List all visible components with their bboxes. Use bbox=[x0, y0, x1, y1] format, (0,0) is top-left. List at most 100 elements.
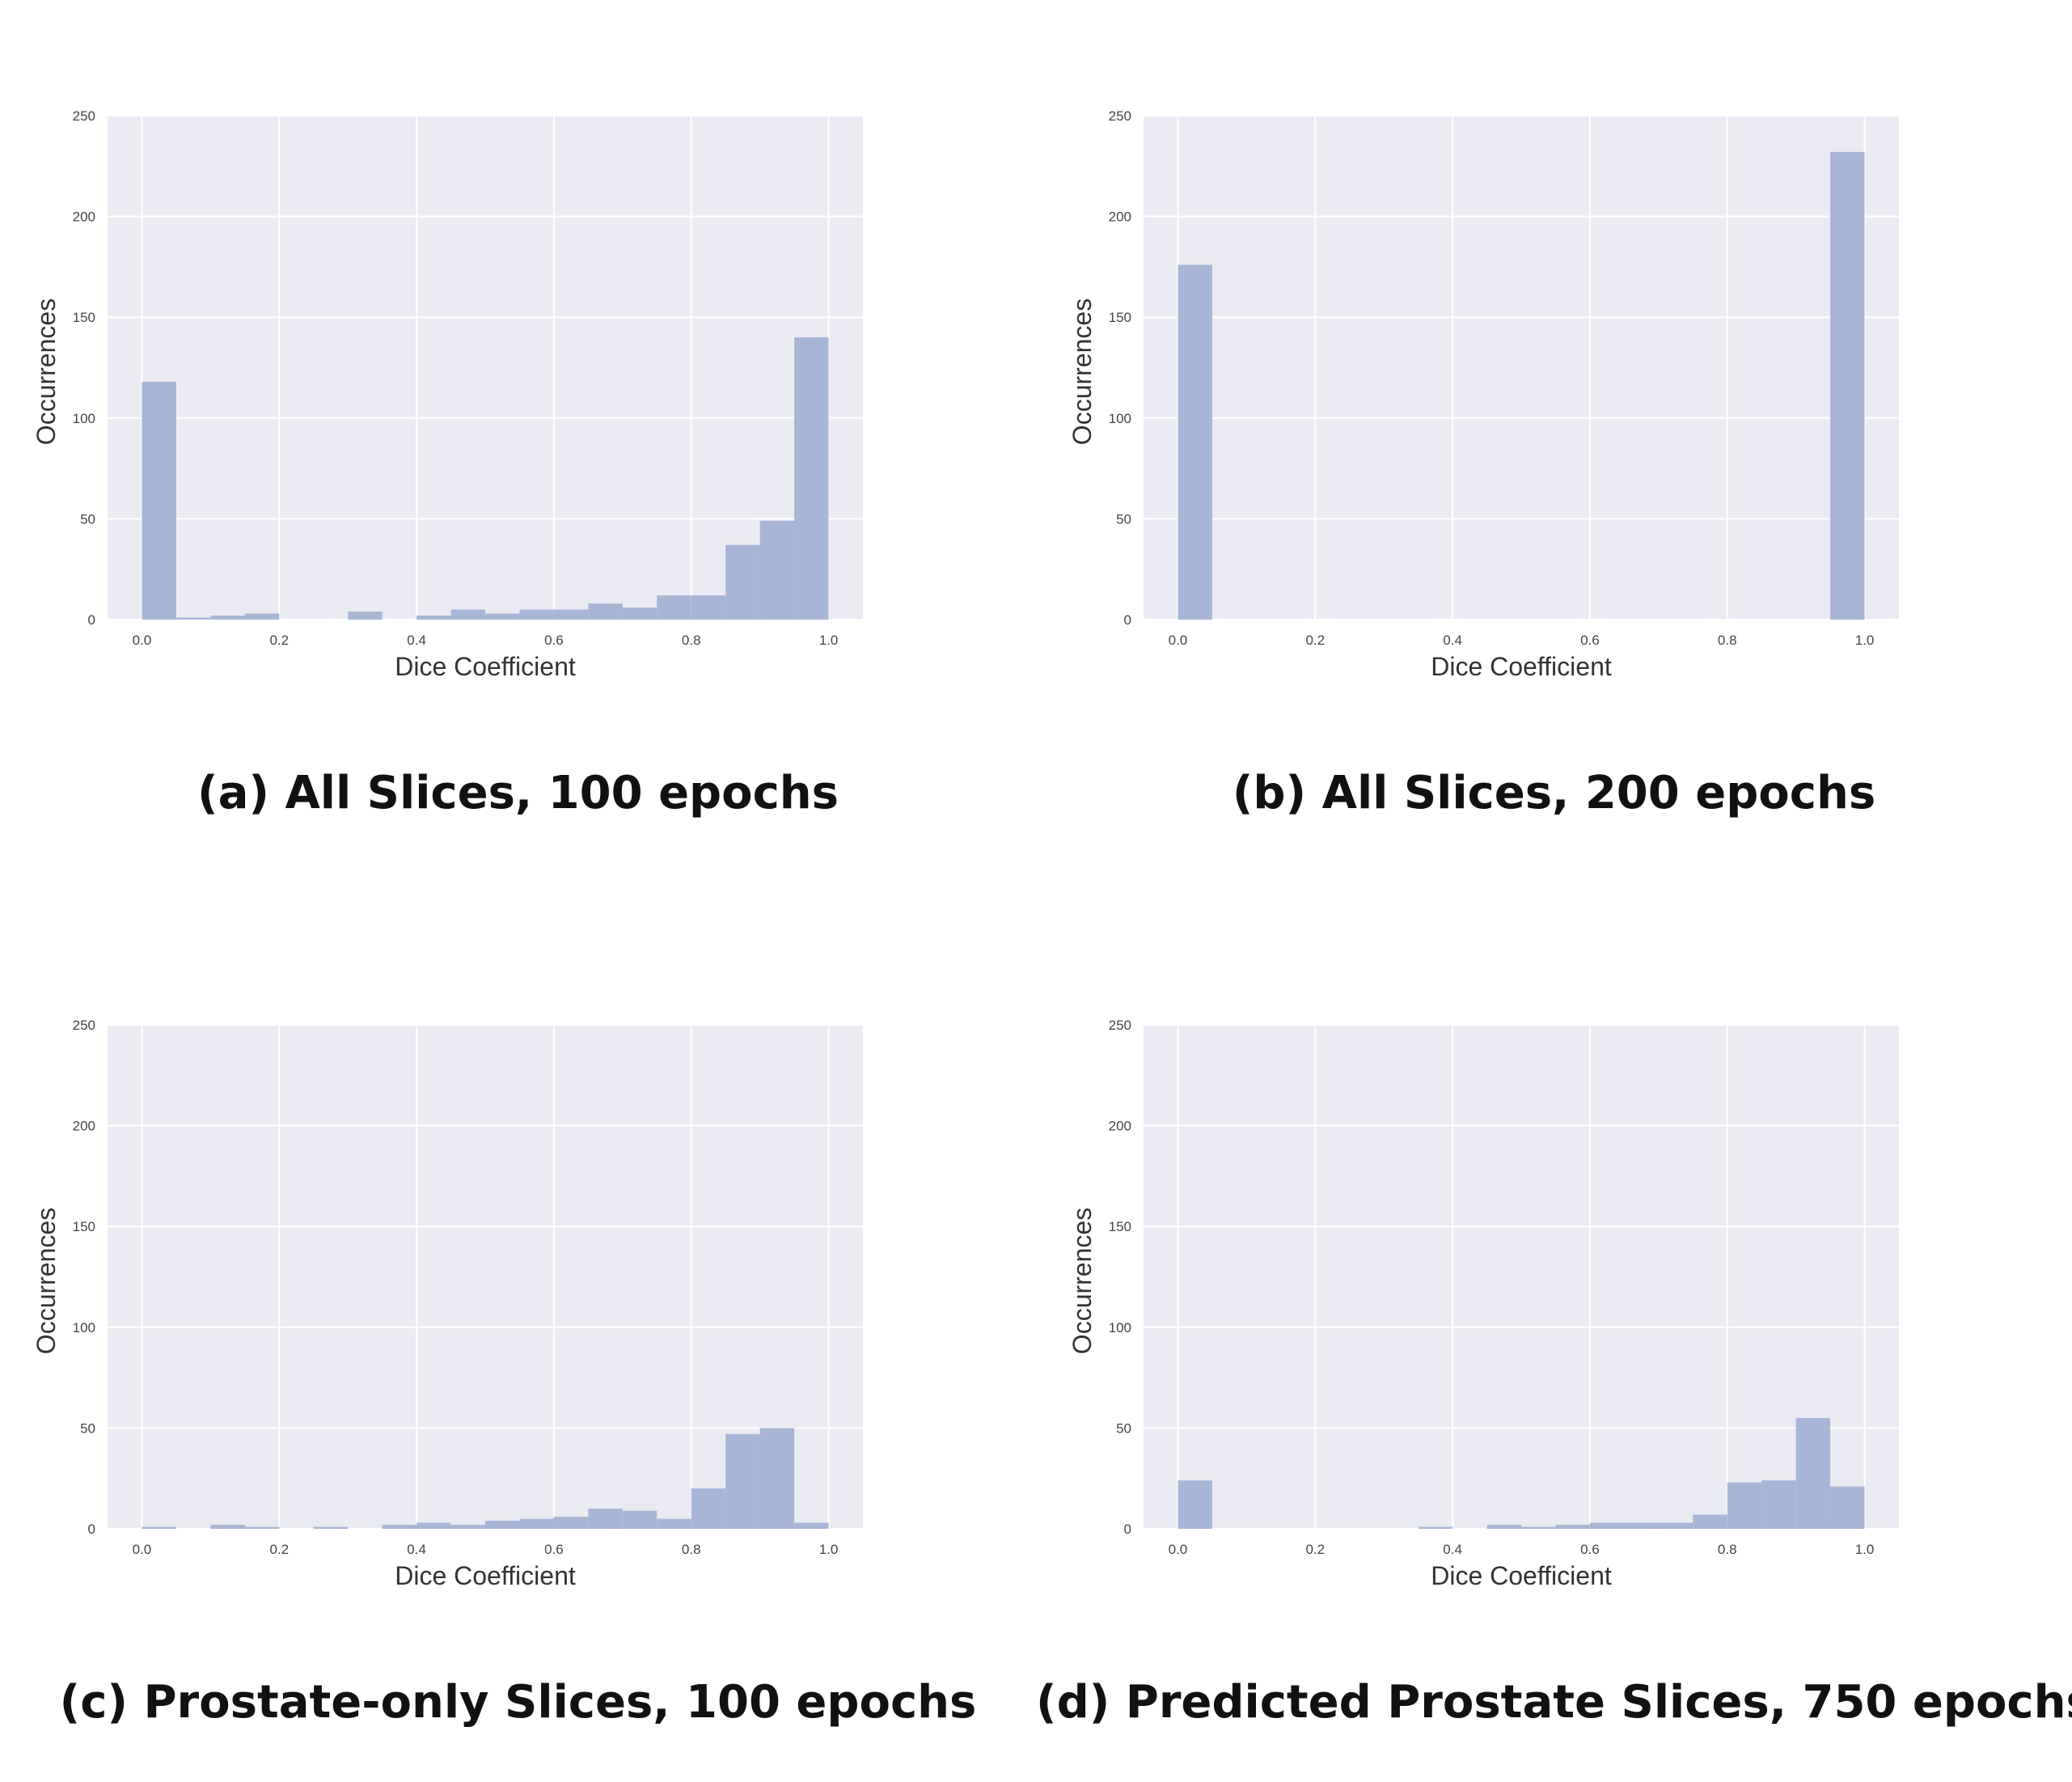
histogram-bar-d-15 bbox=[1693, 1514, 1727, 1529]
histogram-panel-d: 0.0 0.2 0.4 0.6 0.8 1.0 0 50 100 150 200 250 Dice Co… bbox=[1036, 909, 2072, 1782]
y-tick-label: 0 bbox=[1124, 1522, 1131, 1537]
y-axis-label: Occurrences bbox=[1068, 298, 1097, 445]
histogram-bar-a-0 bbox=[142, 381, 176, 620]
x-tick-label: 0.0 bbox=[1169, 633, 1188, 648]
histogram-bar-a-9 bbox=[450, 609, 485, 620]
histogram-bar-c-11 bbox=[519, 1518, 554, 1529]
histogram-bar-c-9 bbox=[450, 1525, 485, 1529]
histogram-bar-c-15 bbox=[657, 1518, 691, 1529]
plot-area-b bbox=[1144, 116, 1899, 620]
panel-caption-d: (d) Predicted Prostate Slices, 750 epoch… bbox=[1036, 1676, 2072, 1729]
y-tick-label: 200 bbox=[73, 210, 95, 225]
plot-area-a bbox=[108, 116, 863, 620]
y-tick-label: 0 bbox=[1124, 612, 1131, 628]
x-axis-label: Dice Coefficient bbox=[1431, 652, 1612, 681]
x-tick-label: 0.8 bbox=[682, 633, 701, 648]
histogram-bar-c-5 bbox=[313, 1526, 349, 1529]
y-tick-label: 50 bbox=[1116, 1420, 1131, 1436]
y-tick-label: 150 bbox=[1109, 310, 1131, 325]
histogram-bar-d-18 bbox=[1795, 1417, 1831, 1529]
y-tick-label: 100 bbox=[73, 1320, 95, 1335]
histogram-bar-a-10 bbox=[485, 613, 520, 620]
panel-caption-c: (c) Prostate-only Slices, 100 epochs bbox=[59, 1676, 977, 1729]
histogram-bar-d-11 bbox=[1555, 1525, 1590, 1529]
x-tick-label: 0.4 bbox=[1443, 1542, 1462, 1557]
x-tick-label: 0.4 bbox=[1443, 633, 1462, 648]
plot-area-d bbox=[1144, 1025, 1899, 1529]
histogram-bar-d-9 bbox=[1486, 1525, 1521, 1529]
y-tick-label: 100 bbox=[73, 411, 95, 426]
x-tick-label: 0.6 bbox=[544, 633, 564, 648]
y-tick-label: 200 bbox=[1109, 1119, 1131, 1134]
histogram-bar-a-11 bbox=[519, 609, 554, 620]
y-tick-label: 100 bbox=[1109, 1320, 1131, 1335]
histogram-bar-c-14 bbox=[622, 1510, 658, 1529]
y-tick-label: 250 bbox=[73, 108, 95, 124]
histogram-bar-c-8 bbox=[417, 1522, 451, 1529]
histogram-bar-d-16 bbox=[1727, 1482, 1762, 1529]
y-tick-label: 150 bbox=[73, 310, 95, 325]
histogram-bar-d-10 bbox=[1521, 1526, 1556, 1529]
panel-caption-a: (a) All Slices, 100 epochs bbox=[197, 767, 839, 819]
y-tick-label: 0 bbox=[88, 612, 95, 628]
x-tick-label: 1.0 bbox=[1855, 1542, 1875, 1557]
x-tick-label: 0.6 bbox=[1580, 633, 1600, 648]
x-tick-label: 0.2 bbox=[1305, 1542, 1325, 1557]
x-axis-label: Dice Coefficient bbox=[1431, 1561, 1612, 1590]
histogram-bar-c-7 bbox=[382, 1525, 417, 1529]
histogram-bar-a-8 bbox=[417, 616, 451, 620]
histogram-bar-d-12 bbox=[1589, 1522, 1625, 1529]
histogram-panel-a: 0.0 0.2 0.4 0.6 0.8 1.0 0 50 100 150 200 250 Dice Co… bbox=[0, 0, 1036, 873]
histogram-bar-c-13 bbox=[588, 1509, 623, 1529]
histogram-chart-b: 0.0 0.2 0.4 0.6 0.8 1.0 0 50 100 150 200 250 Dice Co… bbox=[1068, 108, 1899, 681]
y-tick-label: 50 bbox=[80, 1420, 95, 1436]
y-axis-label: Occurrences bbox=[1068, 1208, 1097, 1354]
histogram-chart-d: 0.0 0.2 0.4 0.6 0.8 1.0 0 50 100 150 200 250 Dice Co… bbox=[1068, 1018, 1899, 1590]
y-axis-label: Occurrences bbox=[32, 298, 61, 445]
histogram-bar-a-17 bbox=[725, 544, 760, 620]
y-tick-label: 50 bbox=[80, 511, 95, 527]
x-tick-label: 1.0 bbox=[1855, 633, 1875, 648]
histogram-bar-a-18 bbox=[759, 520, 795, 620]
histogram-bar-a-1 bbox=[175, 617, 211, 620]
x-axis-label: Dice Coefficient bbox=[395, 652, 576, 681]
histogram-bar-a-2 bbox=[210, 616, 245, 620]
x-tick-label: 0.6 bbox=[544, 1542, 564, 1557]
x-tick-label: 0.0 bbox=[133, 1542, 152, 1557]
y-tick-label: 250 bbox=[73, 1018, 95, 1033]
y-tick-label: 250 bbox=[1109, 108, 1131, 124]
histogram-bar-a-12 bbox=[553, 609, 589, 620]
histogram-bar-c-0 bbox=[142, 1526, 176, 1529]
x-tick-label: 0.6 bbox=[1580, 1542, 1600, 1557]
histogram-bar-c-16 bbox=[691, 1488, 726, 1529]
y-axis-label: Occurrences bbox=[32, 1208, 61, 1354]
histogram-panel-c: 0.0 0.2 0.4 0.6 0.8 1.0 0 50 100 150 200 250 Dice Co… bbox=[0, 909, 1036, 1782]
y-tick-label: 50 bbox=[1116, 511, 1131, 527]
histogram-bar-d-7 bbox=[1418, 1526, 1453, 1529]
x-tick-label: 0.4 bbox=[407, 633, 426, 648]
histogram-bar-a-19 bbox=[794, 337, 829, 620]
histogram-bar-a-13 bbox=[588, 603, 623, 620]
histogram-bar-a-3 bbox=[244, 613, 280, 620]
histogram-bar-d-14 bbox=[1658, 1522, 1694, 1529]
histogram-bar-c-3 bbox=[244, 1526, 280, 1529]
x-tick-label: 1.0 bbox=[819, 633, 839, 648]
histogram-bar-d-0 bbox=[1178, 1480, 1212, 1529]
histogram-panel-b: 0.0 0.2 0.4 0.6 0.8 1.0 0 50 100 150 200 250 Dice Co… bbox=[1036, 0, 2072, 873]
histogram-bar-b-19 bbox=[1830, 151, 1865, 620]
x-tick-label: 1.0 bbox=[819, 1542, 839, 1557]
y-tick-label: 200 bbox=[1109, 210, 1131, 225]
histogram-bar-c-19 bbox=[794, 1522, 829, 1529]
x-tick-label: 0.4 bbox=[407, 1542, 426, 1557]
histogram-chart-c: 0.0 0.2 0.4 0.6 0.8 1.0 0 50 100 150 200 250 Dice Co… bbox=[32, 1018, 863, 1590]
x-tick-label: 0.2 bbox=[269, 1542, 289, 1557]
histogram-bar-b-0 bbox=[1178, 265, 1212, 620]
histogram-chart-a: 0.0 0.2 0.4 0.6 0.8 1.0 0 50 100 150 200 250 Dice Co… bbox=[32, 108, 863, 681]
histogram-bar-c-10 bbox=[485, 1521, 520, 1529]
histogram-bar-a-15 bbox=[657, 595, 691, 620]
x-tick-label: 0.2 bbox=[1305, 633, 1325, 648]
histogram-bar-c-12 bbox=[553, 1517, 589, 1529]
x-tick-label: 0.2 bbox=[269, 633, 289, 648]
histogram-bar-c-2 bbox=[210, 1525, 245, 1529]
y-tick-label: 250 bbox=[1109, 1018, 1131, 1033]
